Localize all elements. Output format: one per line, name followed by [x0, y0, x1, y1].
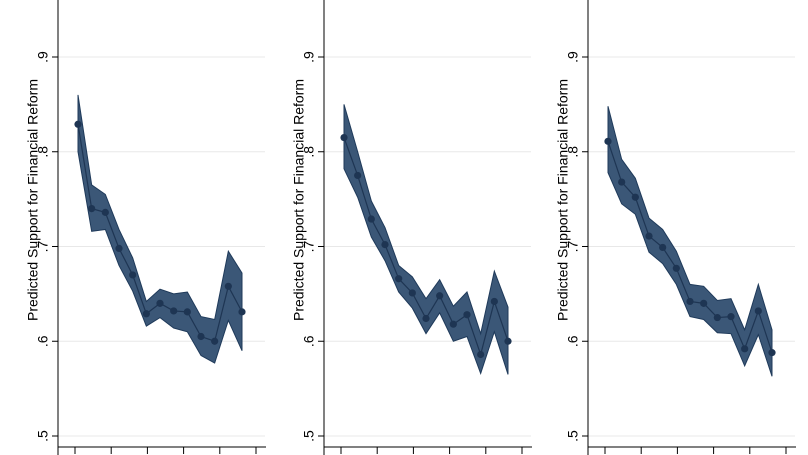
data-point — [88, 205, 96, 213]
y-axis-label: Predicted Support for Financial Reform — [291, 79, 307, 321]
chart-panel-2: .5 .6 .7 .8 .9 Predicted Support for Financia… — [291, 0, 532, 455]
confidence-band — [77, 94, 243, 364]
data-point — [224, 282, 232, 290]
y-axis-label: Predicted Support for Financial Reform — [555, 79, 571, 321]
data-point — [170, 307, 178, 315]
data-point — [686, 297, 694, 306]
y-tick-label: .6 — [301, 335, 317, 347]
data-point — [129, 271, 137, 279]
data-point — [354, 171, 362, 180]
confidence-band — [343, 104, 509, 375]
data-point — [436, 292, 444, 300]
data-point — [645, 232, 653, 240]
data-point — [74, 120, 82, 128]
y-tick-label: .8 — [565, 146, 581, 158]
data-point — [754, 307, 762, 315]
data-point — [713, 313, 721, 322]
data-point — [727, 313, 735, 321]
data-point — [197, 332, 205, 341]
y-axis-label: Predicted Support for Financial Reform — [25, 79, 41, 321]
y-tick-label: .9 — [301, 51, 317, 63]
data-point — [238, 308, 246, 316]
y-tick-label: .7 — [565, 240, 581, 252]
data-point — [463, 311, 471, 319]
y-tick-label: .9 — [35, 51, 51, 63]
data-point — [604, 137, 612, 145]
data-point — [659, 243, 667, 252]
data-point — [211, 337, 219, 345]
y-tick-label: .5 — [301, 430, 317, 442]
chart-panel-1: .5 .6 .7 .8 .9 Predicted Support for Financia… — [25, 0, 266, 455]
data-point — [183, 308, 191, 316]
confidence-band — [607, 106, 773, 377]
data-point — [700, 299, 708, 307]
data-point — [768, 349, 776, 357]
data-point — [395, 275, 403, 283]
data-point — [115, 244, 123, 252]
data-point — [340, 133, 348, 142]
y-tick-label: .7 — [35, 240, 51, 252]
data-point — [142, 310, 150, 318]
data-point — [156, 299, 164, 307]
data-point — [381, 241, 389, 249]
data-point — [741, 345, 749, 353]
data-point — [477, 350, 485, 359]
y-tick-label: .6 — [35, 335, 51, 347]
y-tick-label: .9 — [565, 51, 581, 63]
chart-panel-3: .5 .6 .7 .8 .9 Predicted Support for Financia… — [555, 0, 796, 455]
data-point — [618, 178, 626, 186]
y-tick-label: .8 — [301, 146, 317, 158]
y-tick-label: .5 — [565, 430, 581, 442]
data-point — [504, 337, 512, 345]
data-point — [449, 320, 457, 328]
data-point — [672, 264, 680, 272]
data-point — [422, 314, 430, 323]
data-point — [490, 297, 498, 306]
data-point — [367, 215, 375, 223]
data-point — [101, 208, 109, 216]
data-point — [631, 193, 639, 201]
y-tick-label: .6 — [565, 335, 581, 347]
data-point — [408, 289, 416, 297]
y-tick-label: .5 — [35, 430, 51, 442]
y-tick-label: .8 — [35, 146, 51, 158]
y-tick-label: .7 — [301, 240, 317, 252]
